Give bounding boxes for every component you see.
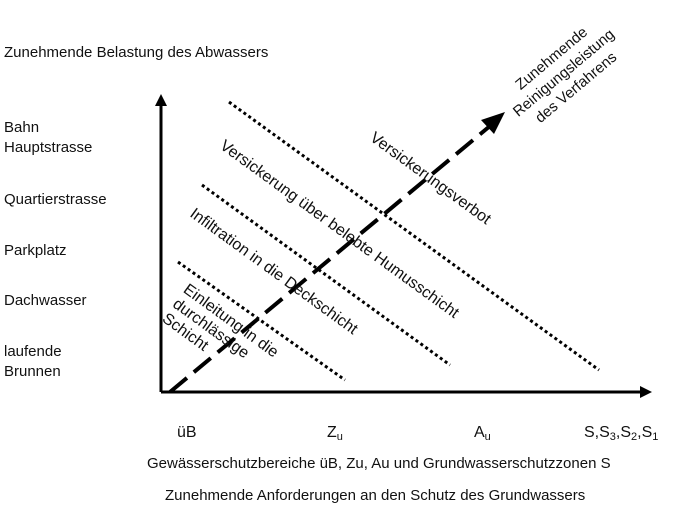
y-category-bahn: Bahn Hauptstrasse [4, 118, 92, 158]
x-category-s: S,S3,S2,S1 [584, 424, 658, 443]
x-axis-title: Gewässerschutzbereiche üB, Zu, Au und Gr… [147, 455, 611, 472]
y-category-brunnen: laufende Brunnen [4, 342, 62, 382]
x-category-zu: Zu [327, 424, 343, 443]
x-axis-subtitle: Zunehmende Anforderungen an den Schutz d… [165, 487, 586, 504]
x-category-text: A [474, 424, 485, 441]
x-category-au: Au [474, 424, 491, 443]
x-category-ub: üB [177, 424, 197, 441]
x-category-subscript: 2 [631, 431, 638, 443]
y-category-line: Bahn [4, 119, 40, 136]
y-axis-title: Zunehmende Belastung des Abwassers [4, 44, 269, 61]
boundary-line-deckschicht [177, 260, 346, 382]
y-category-line: laufende [4, 343, 62, 360]
y-category-line: Brunnen [4, 363, 61, 380]
y-category-parkplatz: Parkplatz [4, 241, 67, 261]
x-category-text: ,S [637, 424, 653, 441]
x-category-subscript: u [484, 431, 491, 443]
y-category-line: Parkplatz [4, 242, 67, 259]
progress-arrow-head [481, 112, 505, 134]
y-category-dachwasser: Dachwasser [4, 291, 87, 311]
x-category-text: S,S [584, 424, 610, 441]
y-category-quartierstrasse: Quartierstrasse [4, 190, 107, 210]
y-category-line: Hauptstrasse [4, 139, 93, 156]
y-category-line: Dachwasser [4, 292, 87, 309]
x-category-text: Z [327, 424, 337, 441]
x-category-text: ,S [615, 424, 632, 441]
x-category-subscript: u [336, 431, 343, 443]
x-category-subscript: 1 [652, 431, 659, 443]
y-category-line: Quartierstrasse [4, 191, 107, 208]
boundary-line-verbot [228, 100, 600, 372]
progress-arrow [168, 124, 492, 394]
x-category-subscript: 3 [609, 431, 616, 443]
